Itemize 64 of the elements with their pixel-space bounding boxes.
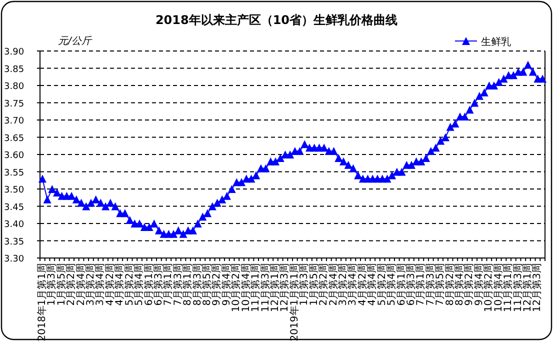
y-tick-label: 3.50 xyxy=(4,186,24,196)
y-tick-label: 3.75 xyxy=(4,99,24,110)
x-tick-label: 10月第2周 xyxy=(230,263,242,312)
legend-label: 生鲜乳 xyxy=(481,36,511,48)
x-tick-label: 2月第4周 xyxy=(74,263,87,306)
y-tick-label: 3.85 xyxy=(4,64,24,75)
x-tick-label: 3月第4周 xyxy=(94,263,106,306)
x-tick-label: 2月第4周 xyxy=(327,263,340,306)
x-tick-label: 7月第5周 xyxy=(434,263,446,306)
x-tick-label: 2月第2周 xyxy=(318,263,330,306)
x-tick-label: 8月第3周 xyxy=(191,263,204,306)
y-tick-label: 3.65 xyxy=(4,134,24,144)
y-tick-label: 3.30 xyxy=(4,254,24,264)
x-tick-label: 1月第5周 xyxy=(55,263,68,306)
x-tick-label: 11月第1周 xyxy=(250,263,262,312)
x-tick-label: 4月第4周 xyxy=(114,263,126,306)
x-tick-label: 4月第4周 xyxy=(366,263,378,306)
x-tick-label: 12月第3周 xyxy=(278,263,291,312)
x-tick-label: 8月第1周 xyxy=(182,263,194,306)
x-tick-label: 7月第3周 xyxy=(172,263,184,306)
x-tick-label: 5月第2周 xyxy=(123,263,136,306)
x-tick-label: 3月第4周 xyxy=(346,263,359,306)
chart-title: 2018年以来主产区（10省）生鲜乳价格曲线 xyxy=(155,13,398,27)
x-tick-label: 4月第2周 xyxy=(104,263,116,306)
x-tick-label: 4月第2周 xyxy=(356,263,368,306)
y-tick-label: 3.35 xyxy=(4,237,24,248)
x-tick-label: 9月第4周 xyxy=(472,263,485,306)
x-tick-label: 11月第3周 xyxy=(259,263,272,312)
x-tick-label: 6月第3周 xyxy=(404,263,417,306)
x-tick-label: 7月第1周 xyxy=(414,263,427,306)
x-tick-label: 9月第2周 xyxy=(210,263,223,306)
x-tick-label: 2月第2周 xyxy=(65,263,78,306)
y-tick-label: 3.70 xyxy=(4,116,24,126)
x-tick-label: 5月第4周 xyxy=(386,263,398,306)
x-tick-label: 6月第1周 xyxy=(395,263,408,306)
x-tick-label: 10月第4周 xyxy=(492,263,504,312)
x-tick-label: 9月第4周 xyxy=(220,263,232,306)
x-tick-label: 6月第1周 xyxy=(142,263,155,306)
x-tick-label: 3月第2周 xyxy=(84,263,96,306)
y-tick-label: 3.55 xyxy=(4,168,24,178)
x-tick-label: 3月第2周 xyxy=(336,263,349,306)
x-tick-label: 8月第2周 xyxy=(444,263,456,306)
x-tick-label: 12月第3周 xyxy=(531,263,544,312)
x-tick-label: 1月第3周 xyxy=(46,263,58,306)
y-axis-title: 元/公斤 xyxy=(58,35,92,47)
x-tick-label: 11月第3周 xyxy=(512,263,524,312)
x-tick-label: 5月第4周 xyxy=(133,263,146,306)
x-tick-label: 6月第3周 xyxy=(152,263,164,306)
y-tick-label: 3.40 xyxy=(4,220,24,230)
x-tick-label: 2018年1月第1周 xyxy=(36,263,48,341)
y-tick-label: 3.45 xyxy=(4,202,24,213)
x-tick-label: 7月第1周 xyxy=(162,263,174,306)
x-tick-label: 11月第1周 xyxy=(502,263,514,312)
x-tick-label: 2019年1月第1周 xyxy=(288,263,300,341)
x-tick-label: 9月第2周 xyxy=(463,263,476,306)
x-tick-label: 7月第3周 xyxy=(424,263,436,306)
y-tick-label: 3.60 xyxy=(4,151,24,161)
y-tick-label: 3.80 xyxy=(4,82,24,92)
y-tick-label: 3.90 xyxy=(4,48,24,58)
x-tick-label: 10月第4周 xyxy=(240,263,252,312)
x-tick-label: 1月第5周 xyxy=(308,263,320,306)
x-tick-label: 1月第3周 xyxy=(298,263,310,306)
x-tick-label: 5月第2周 xyxy=(376,263,388,306)
x-tick-label: 10月第2周 xyxy=(482,263,495,312)
